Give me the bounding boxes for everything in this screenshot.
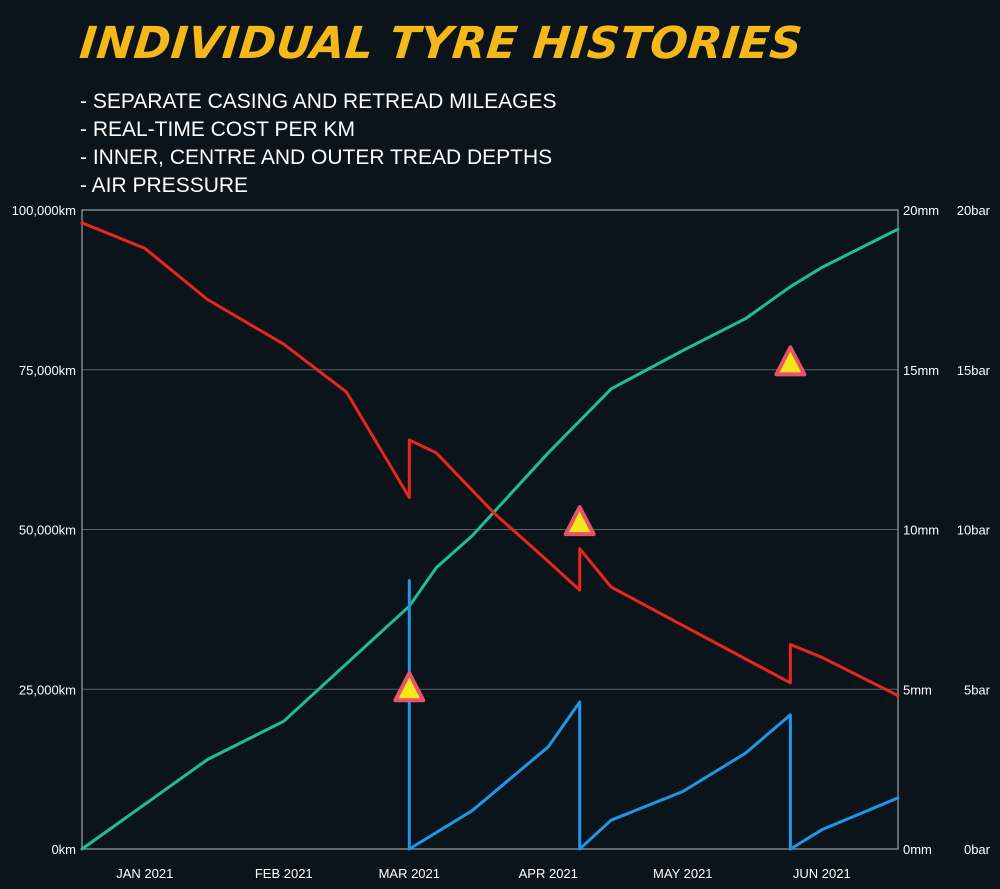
feature-item: - REAL-TIME COST PER KM <box>80 118 355 141</box>
feature-item: - INNER, CENTRE AND OUTER TREAD DEPTHS <box>80 146 553 169</box>
warning-triangle-icon <box>774 345 807 377</box>
warning-triangle-icon <box>563 505 596 537</box>
x-tick-label: FEB 2021 <box>255 866 313 881</box>
y-right-depth-tick-label: 5mm <box>903 682 932 697</box>
y-left-tick-label: 25,000km <box>19 682 76 697</box>
y-left-tick-label: 50,000km <box>19 523 76 538</box>
series-line-retread-mileage <box>407 579 900 851</box>
y-right-depth-tick-label: 10mm <box>903 523 939 538</box>
y-right-pressure-tick-label: 5bar <box>964 682 991 697</box>
warning-triangle-icon <box>393 671 426 703</box>
x-tick-label: MAY 2021 <box>653 866 713 881</box>
series-line-casing-mileage <box>80 227 900 851</box>
x-tick-label: JUN 2021 <box>793 866 851 881</box>
y-right-pressure-tick-label: 10bar <box>957 523 991 538</box>
y-right-pressure-tick-label: 20bar <box>957 203 991 218</box>
y-left-tick-label: 100,000km <box>12 203 76 218</box>
series-line-tread-depth <box>80 221 900 698</box>
y-left-tick-label: 0km <box>51 842 76 857</box>
feature-item: - AIR PRESSURE <box>80 174 249 197</box>
x-tick-label: MAR 2021 <box>379 866 440 881</box>
gridlines <box>81 209 899 850</box>
warning-markers <box>393 345 807 703</box>
y-right-depth-tick-label: 20mm <box>903 203 939 218</box>
y-right-pressure-tick-label: 15bar <box>957 363 991 378</box>
y-left-tick-label: 75,000km <box>19 363 76 378</box>
x-tick-label: APR 2021 <box>519 866 578 881</box>
feature-list: - SEPARATE CASING AND RETREAD MILEAGES -… <box>80 88 557 200</box>
axis-labels: 0km 0mm 0bar 25,000km 5mm 5bar 50,000km 10mm 10b… <box>12 203 991 881</box>
x-tick-label: JAN 2021 <box>116 866 173 881</box>
feature-item: - SEPARATE CASING AND RETREAD MILEAGES <box>80 90 557 113</box>
series-lines <box>80 221 900 851</box>
y-right-depth-tick-label: 0mm <box>903 842 932 857</box>
y-right-pressure-tick-label: 0bar <box>964 842 991 857</box>
plot-frame <box>81 209 899 850</box>
y-right-depth-tick-label: 15mm <box>903 363 939 378</box>
